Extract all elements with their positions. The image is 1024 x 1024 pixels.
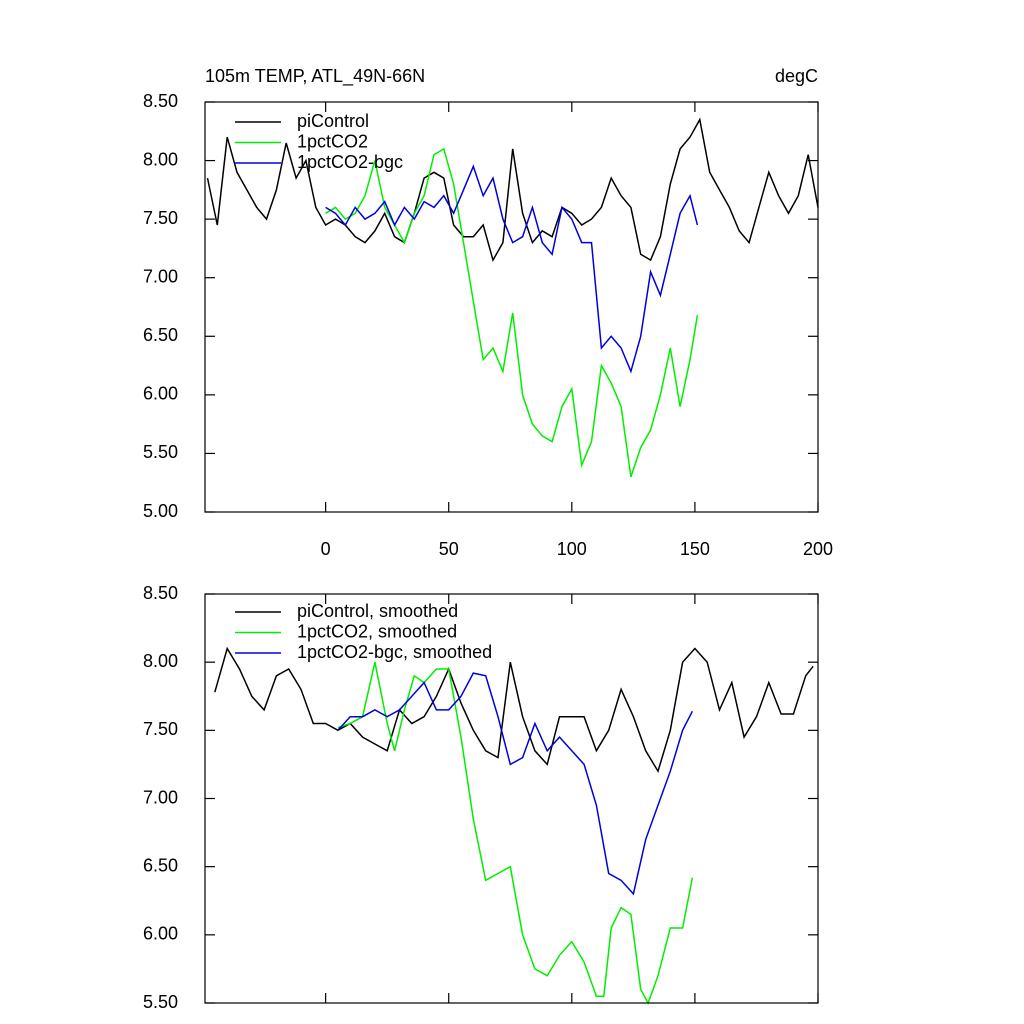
y-tick-label: 5.50 (143, 992, 178, 1012)
legend-label: piControl, smoothed (297, 601, 458, 621)
y-tick-label: 8.50 (143, 91, 178, 111)
y-tick-label: 8.00 (143, 149, 178, 169)
legend-label: 1pctCO2-bgc (297, 152, 403, 172)
y-tick-label: 7.50 (143, 208, 178, 228)
y-tick-label: 6.50 (143, 325, 178, 345)
series-line (325, 147, 699, 478)
y-tick-label: 8.00 (143, 651, 178, 671)
y-tick-label: 5.00 (143, 501, 178, 521)
plot-frame (204, 101, 819, 513)
legend-label: 1pctCO2, smoothed (297, 621, 457, 641)
y-tick-label: 7.00 (143, 787, 178, 807)
chart-title: 105m TEMP, ATL_49N-66N (205, 66, 425, 87)
series-line (206, 117, 819, 263)
series-line (325, 164, 699, 374)
y-tick-label: 7.50 (143, 719, 178, 739)
x-tick-label: 100 (557, 539, 587, 559)
legend-label: piControl (297, 111, 369, 131)
series-line (214, 646, 814, 774)
x-tick-label: 50 (439, 539, 459, 559)
y-tick-label: 6.00 (143, 924, 178, 944)
y-tick-label: 5.50 (143, 442, 178, 462)
y-tick-label: 8.50 (143, 583, 178, 603)
y-tick-label: 6.50 (143, 855, 178, 875)
series-line (337, 672, 694, 896)
units-label: degC (775, 66, 818, 86)
x-tick-label: 150 (680, 539, 710, 559)
legend-label: 1pctCO2 (297, 131, 368, 151)
x-tick-label: 200 (803, 539, 833, 559)
y-tick-label: 6.00 (143, 384, 178, 404)
y-tick-label: 7.00 (143, 266, 178, 286)
legend-label: 1pctCO2-bgc, smoothed (297, 642, 492, 662)
series-line (337, 662, 694, 1005)
x-tick-label: 0 (321, 539, 331, 559)
